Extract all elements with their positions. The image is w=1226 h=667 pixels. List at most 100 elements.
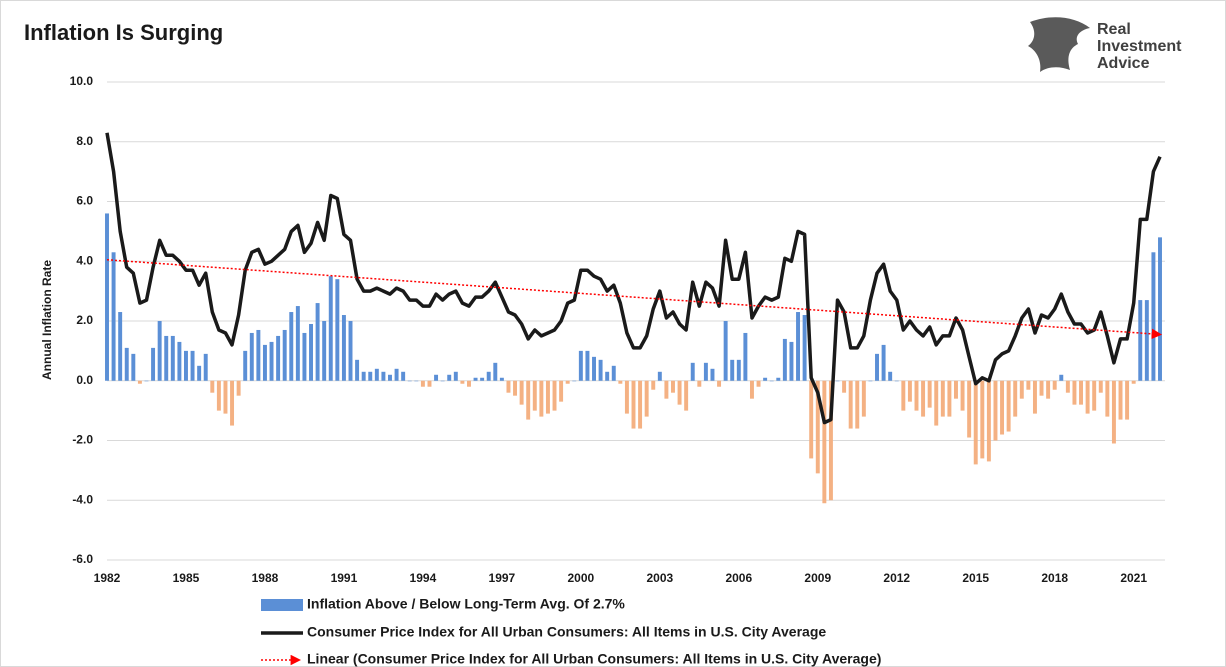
bar [1059, 374, 1064, 381]
bar [763, 377, 768, 381]
bar [440, 380, 445, 382]
cpi-line [105, 132, 1162, 425]
bar [605, 371, 610, 381]
bar [690, 362, 695, 381]
logo-text: Real [1097, 21, 1131, 38]
bar [532, 380, 537, 411]
bar [295, 306, 300, 381]
legend-label: Inflation Above / Below Long-Term Avg. O… [307, 596, 625, 612]
bar [736, 359, 741, 381]
x-tick-label: 2000 [567, 571, 594, 585]
bar [986, 380, 991, 462]
bar [151, 347, 156, 381]
bar [776, 377, 781, 381]
bar [1105, 380, 1110, 417]
y-tick-label: 0.0 [76, 373, 93, 387]
x-tick-label: 2006 [725, 571, 752, 585]
y-tick-label: -2.0 [72, 433, 93, 447]
bar [861, 380, 866, 417]
bar [802, 315, 807, 381]
bar [355, 359, 360, 381]
bar [539, 380, 544, 417]
bar [585, 350, 590, 381]
bar [269, 341, 274, 381]
bar [256, 329, 261, 381]
bar [420, 380, 425, 387]
bar [769, 380, 774, 382]
bar [190, 350, 195, 381]
bar [756, 380, 761, 387]
bar [157, 321, 162, 381]
bar [927, 380, 932, 408]
bar [592, 356, 596, 381]
x-tick-label: 2012 [883, 571, 910, 585]
y-tick-label: 6.0 [76, 194, 93, 208]
y-tick-label: 10.0 [70, 74, 94, 88]
x-tick-label: 2009 [804, 571, 831, 585]
bar [749, 380, 754, 399]
bar [743, 332, 748, 381]
bar [1131, 380, 1136, 384]
bar [374, 368, 379, 381]
bar [875, 353, 879, 381]
bar [203, 353, 208, 381]
logo-text: Advice [1097, 55, 1150, 72]
bar [1006, 380, 1011, 432]
bar [1046, 380, 1051, 399]
bar [888, 371, 893, 381]
bar [796, 312, 801, 381]
bar [631, 380, 636, 429]
bar [710, 368, 715, 381]
bar [921, 380, 926, 417]
bar [1092, 380, 1097, 411]
bar [282, 329, 287, 381]
bar [1144, 300, 1149, 381]
logo-text: Investment [1097, 38, 1182, 55]
bar [407, 380, 412, 382]
x-tick-label: 2003 [646, 571, 673, 585]
bar [137, 380, 142, 384]
bar [671, 380, 675, 393]
bar [466, 380, 471, 387]
x-tick-label: 2018 [1041, 571, 1068, 585]
x-tick-label: 2015 [962, 571, 989, 585]
bar [480, 377, 485, 381]
bar [1098, 380, 1103, 393]
logo: Real Investment Advice [1028, 17, 1182, 72]
bar [361, 371, 366, 381]
bar [1125, 380, 1130, 420]
legend-label: Consumer Price Index for All Urban Consu… [307, 624, 826, 640]
x-tick-label: 1997 [489, 571, 516, 585]
y-tick-label: -6.0 [72, 552, 93, 566]
bar [506, 380, 511, 393]
bar [717, 380, 722, 387]
bar [1019, 380, 1024, 399]
bar [855, 380, 860, 429]
bar [677, 380, 682, 405]
bar [644, 380, 649, 417]
x-tick-label: 1994 [410, 571, 437, 585]
bar [1072, 380, 1077, 405]
bar [835, 380, 840, 382]
bar [328, 276, 333, 381]
bar [954, 380, 958, 399]
bar [993, 380, 998, 441]
bar [723, 321, 728, 381]
y-tick-label: 4.0 [76, 253, 93, 267]
bar [559, 380, 564, 402]
bar [170, 335, 175, 381]
bar [335, 279, 340, 381]
bar [611, 365, 616, 381]
bar [815, 380, 820, 474]
bar [1151, 252, 1156, 381]
bar [618, 380, 623, 384]
bar [111, 252, 116, 381]
bar [828, 380, 833, 501]
bar [453, 371, 458, 381]
bar [1052, 380, 1057, 390]
bar [809, 380, 814, 459]
bar [973, 380, 978, 465]
bar [197, 365, 202, 381]
bar [1013, 380, 1018, 417]
legend-swatch [261, 599, 303, 611]
